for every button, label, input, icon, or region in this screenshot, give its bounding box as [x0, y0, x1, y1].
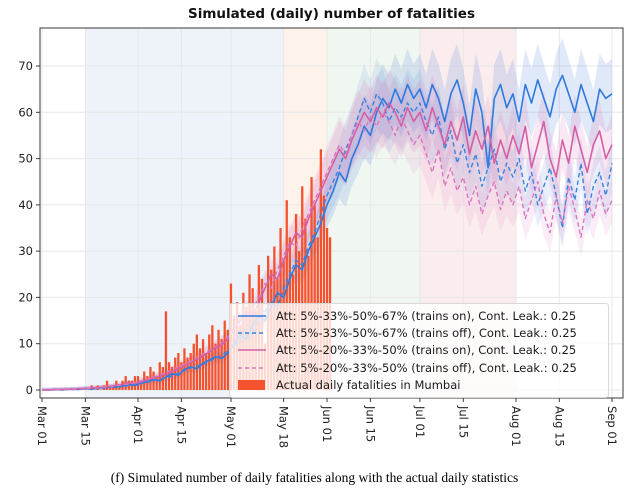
actual-fatalities-bar — [285, 200, 288, 390]
x-tick-label: Apr 01 — [131, 406, 145, 444]
x-tick-label: Jun 15 — [363, 405, 377, 442]
x-tick-label: May 01 — [224, 406, 238, 448]
legend-patch-sample — [238, 380, 265, 391]
legend-item-label: Att: 5%-20%-33%-50% (trains on), Cont. L… — [276, 343, 577, 358]
actual-fatalities-bar — [180, 362, 183, 390]
legend-line-sample — [238, 367, 266, 369]
y-tick-label: 20 — [18, 290, 33, 304]
actual-fatalities-bar — [195, 334, 198, 390]
figure-caption: (f) Simulated number of daily fatalities… — [110, 470, 519, 485]
y-tick-label: 10 — [18, 337, 33, 351]
actual-fatalities-bar — [186, 357, 189, 390]
actual-fatalities-bar — [118, 385, 121, 390]
actual-fatalities-bar — [319, 149, 322, 390]
actual-fatalities-bar — [105, 380, 109, 390]
simulation-line — [42, 102, 613, 391]
actual-fatalities-bar — [208, 334, 211, 390]
chart-title: Simulated (daily) number of fatalities — [188, 6, 475, 22]
x-tick-label: Aug 01 — [509, 406, 523, 447]
legend-item-label: Att: 5%-33%-50%-67% (trains off), Cont. … — [276, 326, 577, 341]
x-tick-label: Aug 15 — [552, 406, 566, 447]
legend-item: Actual daily fatalities in Mumbai — [236, 377, 602, 394]
confidence-band — [42, 38, 612, 391]
x-tick-label: Mar 01 — [35, 406, 49, 446]
legend-item-label: Att: 5%-20%-33%-50% (trains off), Cont. … — [276, 360, 577, 375]
y-tick-label: 0 — [26, 383, 33, 397]
actual-fatalities-bar — [171, 366, 174, 390]
legend-item: Att: 5%-20%-33%-50% (trains on), Cont. L… — [236, 342, 602, 359]
actual-fatalities-bar — [127, 380, 130, 390]
x-tick-label: Mar 15 — [78, 406, 92, 446]
legend-item: Att: 5%-20%-33%-50% (trains off), Cont. … — [236, 359, 602, 376]
actual-fatalities-bar — [294, 214, 298, 390]
plot-border — [39, 27, 624, 399]
actual-fatalities-bar — [301, 186, 304, 390]
actual-fatalities-bar — [152, 371, 155, 390]
y-tick-label: 70 — [18, 59, 33, 73]
y-tick-label: 60 — [18, 105, 33, 119]
legend-line-sample — [238, 349, 266, 352]
actual-fatalities-bar — [313, 204, 316, 390]
legend-line-sample — [238, 332, 266, 334]
actual-fatalities-bar — [146, 376, 149, 390]
legend-item-label: Att: 5%-33%-50%-67% (trains on), Cont. L… — [276, 308, 577, 323]
x-tick-label: Jul 15 — [456, 405, 470, 438]
x-tick-label: Apr 15 — [174, 406, 188, 444]
legend-item-label: Actual daily fatalities in Mumbai — [276, 378, 461, 393]
x-tick-label: Jul 01 — [413, 405, 427, 438]
actual-fatalities-bar — [192, 343, 195, 390]
x-tick-label: Sep 01 — [605, 406, 619, 446]
legend: Att: 5%-33%-50%-67% (trains on), Cont. L… — [229, 303, 609, 398]
y-tick-label: 30 — [18, 244, 33, 258]
simulation-line — [42, 93, 613, 391]
legend-line-sample — [238, 314, 266, 317]
actual-fatalities-bar — [189, 353, 192, 390]
x-tick-label: May 18 — [277, 406, 291, 448]
actual-fatalities-bar — [201, 339, 205, 390]
actual-fatalities-bar — [177, 353, 180, 390]
legend-item: Att: 5%-33%-50%-67% (trains on), Cont. L… — [236, 307, 602, 324]
actual-fatalities-bar — [226, 329, 229, 390]
actual-fatalities-bar — [220, 339, 223, 390]
y-tick-label: 50 — [18, 152, 33, 166]
simulation-line — [42, 74, 613, 391]
y-tick-label: 40 — [18, 198, 33, 212]
actual-fatalities-bar — [164, 311, 168, 390]
actual-fatalities-bar — [205, 353, 208, 390]
legend-item: Att: 5%-33%-50%-67% (trains off), Cont. … — [236, 324, 602, 341]
actual-fatalities-bar — [198, 348, 202, 390]
x-tick-label: Jun 01 — [320, 405, 334, 442]
actual-fatalities-bar — [217, 329, 220, 390]
actual-fatalities-bar — [140, 380, 143, 390]
actual-fatalities-bar — [214, 343, 217, 390]
actual-fatalities-bar — [155, 376, 158, 390]
actual-fatalities-bar — [310, 177, 313, 390]
actual-fatalities-bar — [322, 195, 326, 390]
